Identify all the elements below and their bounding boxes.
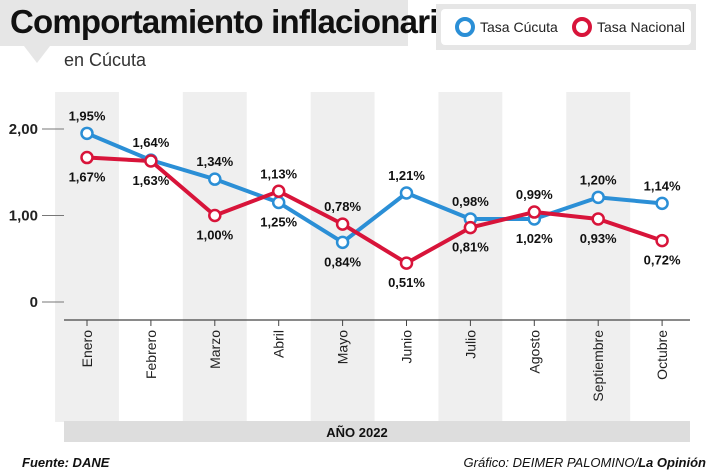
x-tick-label: Agosto	[526, 330, 542, 374]
data-label-cucuta: 0,84%	[324, 254, 361, 269]
data-label-nacional: 0,99%	[516, 187, 553, 202]
x-tick-label: Octubre	[654, 330, 670, 380]
data-point-cucuta	[271, 195, 286, 210]
x-tick-label: Septiembre	[590, 330, 606, 402]
legend-panel: Tasa Cúcuta Tasa Nacional	[441, 9, 691, 45]
column-band	[182, 92, 247, 422]
y-tick-label: 0	[30, 294, 38, 311]
legend-label-nacional: Tasa Nacional	[597, 19, 685, 35]
credit-prefix: Gráfico: DEIMER PALOMINO/	[463, 455, 639, 470]
title-notch	[24, 46, 50, 63]
data-point-nacional	[591, 212, 605, 226]
data-point-cucuta	[80, 126, 94, 141]
legend-swatch-nacional	[572, 17, 592, 37]
credit-note: Gráfico: DEIMER PALOMINO/La Opinión	[464, 455, 706, 470]
legend-swatch-cucuta	[455, 17, 475, 37]
x-tick-label: Junio	[399, 330, 415, 364]
x-tick-label: Enero	[79, 330, 95, 368]
data-point-nacional	[80, 150, 94, 165]
column-band	[438, 92, 503, 422]
data-point-nacional	[335, 217, 350, 231]
data-point-nacional	[463, 220, 478, 235]
data-point-nacional	[399, 256, 414, 270]
title-box: Comportamiento inflacionario	[0, 0, 458, 46]
data-label-cucuta: 0,98%	[452, 194, 489, 209]
y-tick-label: 1,00	[9, 208, 38, 225]
data-label-cucuta: 1,64%	[132, 135, 169, 150]
column-band	[310, 92, 375, 422]
data-point-nacional	[208, 208, 222, 223]
credit-suffix: La Opinión	[638, 455, 706, 470]
x-tick-label: Mayo	[335, 330, 351, 364]
data-label-nacional: 0,93%	[580, 231, 617, 246]
column-band	[566, 92, 631, 422]
chart-title: Comportamiento inflacionario	[10, 3, 458, 40]
data-label-nacional: 1,67%	[69, 170, 106, 185]
x-tick-label: Marzo	[207, 330, 223, 369]
data-label-cucuta: 1,95%	[69, 108, 106, 123]
data-point-nacional	[527, 205, 542, 219]
data-point-cucuta	[655, 196, 669, 211]
data-label-nacional: 0,51%	[388, 275, 425, 290]
x-axis-title: AÑO 2022	[326, 425, 387, 440]
y-tick-label: 2,00	[9, 121, 38, 138]
x-axis-band	[64, 421, 690, 442]
legend-item-nacional: Tasa Nacional	[572, 9, 685, 45]
x-tick-label: Febrero	[143, 330, 159, 379]
source-note: Fuente: DANE	[22, 455, 110, 470]
legend-item-cucuta: Tasa Cúcuta	[455, 9, 558, 45]
data-label-nacional: 0,81%	[452, 240, 489, 255]
data-label-nacional: 0,72%	[644, 253, 681, 268]
data-label-cucuta: 1,14%	[644, 178, 681, 193]
series-line-nacional	[86, 155, 663, 266]
data-label-cucuta: 1,20%	[580, 172, 617, 187]
data-label-nacional: 1,63%	[132, 173, 169, 188]
data-label-cucuta: 1,25%	[260, 215, 297, 230]
data-label-nacional: 1,00%	[196, 228, 233, 243]
data-label-cucuta: 1,02%	[516, 231, 553, 246]
series-line-cucuta	[86, 131, 663, 245]
data-point-nacional	[144, 154, 158, 168]
legend: Tasa Cúcuta Tasa Nacional	[436, 4, 696, 50]
data-point-nacional	[655, 233, 669, 248]
x-tick-label: Abril	[271, 330, 287, 358]
data-point-nacional	[271, 184, 286, 199]
x-tick-label: Julio	[462, 330, 478, 359]
data-point-cucuta	[399, 186, 414, 200]
data-point-cucuta	[208, 172, 222, 186]
legend-label-cucuta: Tasa Cúcuta	[480, 19, 558, 35]
data-label-nacional: 1,13%	[260, 166, 297, 181]
data-point-cucuta	[335, 235, 350, 250]
data-label-cucuta: 1,34%	[196, 154, 233, 169]
data-label-cucuta: 1,21%	[388, 168, 425, 183]
column-band	[55, 92, 119, 422]
chart-subtitle: en Cúcuta	[64, 50, 147, 70]
data-label-nacional: 0,78%	[324, 199, 361, 214]
data-point-cucuta	[591, 190, 605, 205]
